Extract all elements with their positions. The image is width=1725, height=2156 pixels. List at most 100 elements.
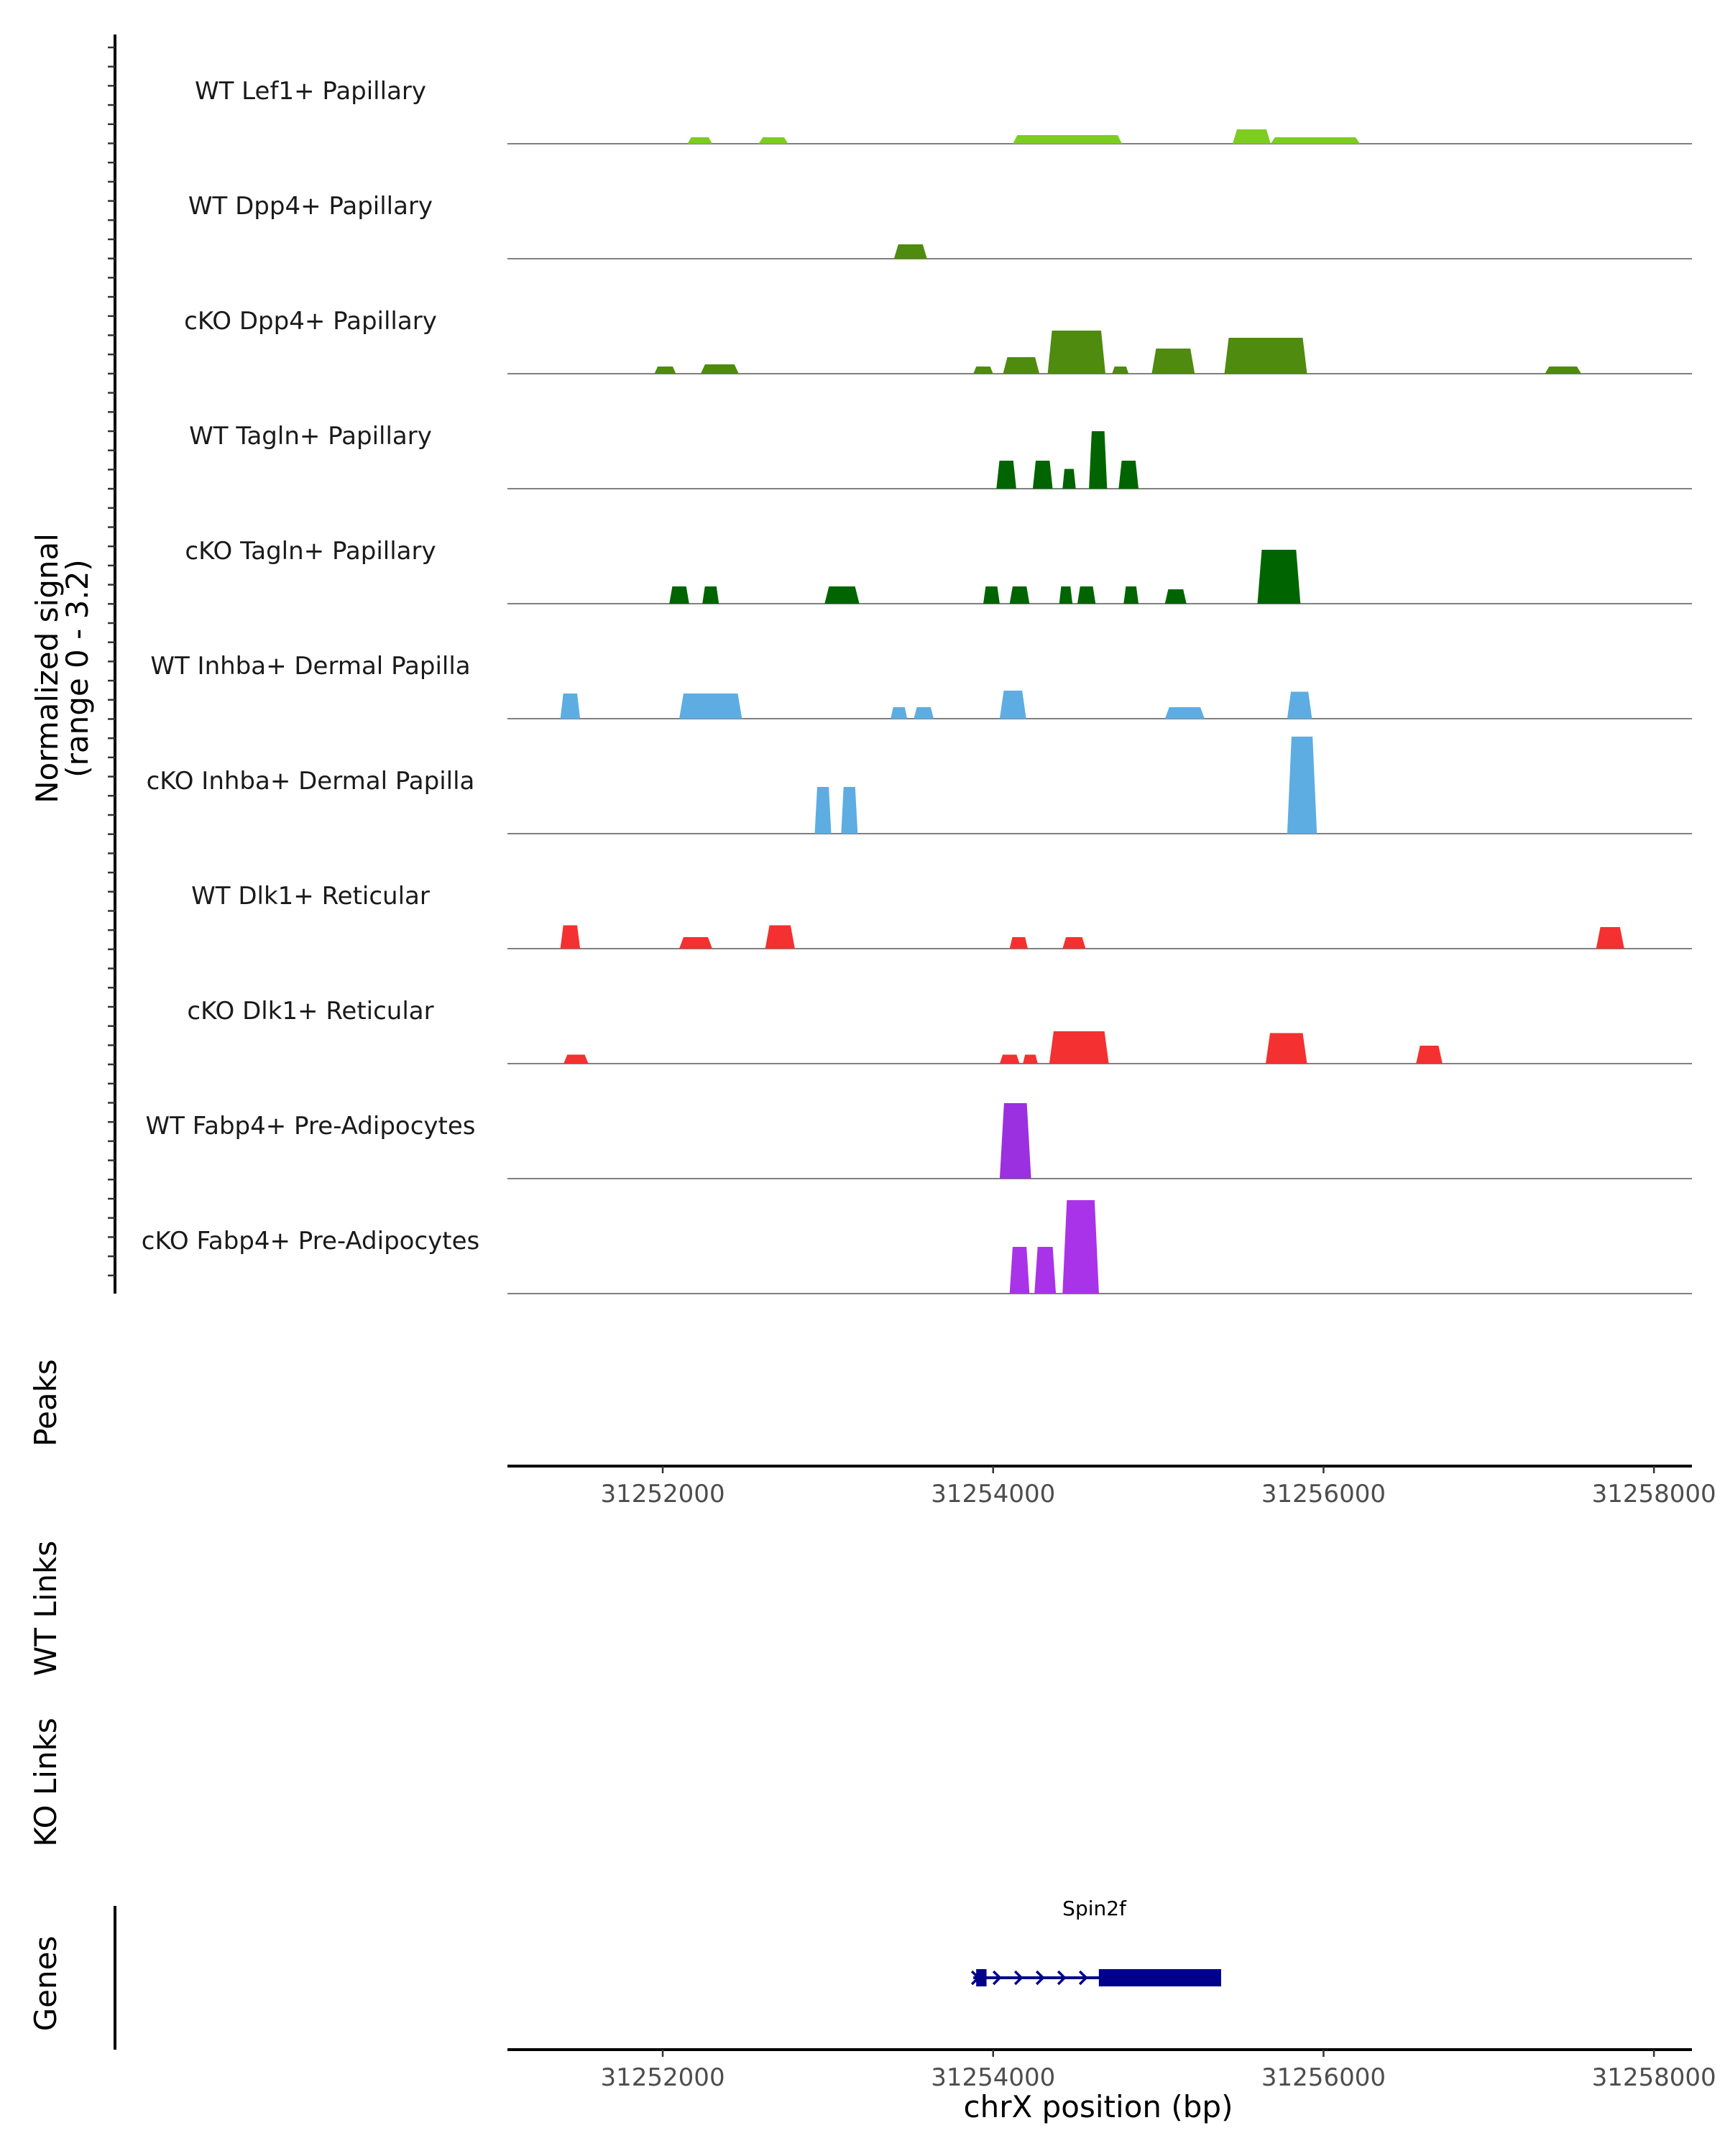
track: WT Lef1+ Papillary [195,77,1692,144]
signal-peak [1034,1247,1057,1294]
ko-links-panel-label: KO Links [28,1718,63,1847]
track: cKO Fabp4+ Pre-Adipocytes [142,1200,1692,1294]
track: WT Inhba+ Dermal Papilla [150,652,1692,719]
signal-peak [1287,691,1312,719]
track-label: cKO Inhba+ Dermal Papilla [147,767,475,796]
track: WT Dlk1+ Reticular [191,882,1692,949]
x-tick-label: 31252000 [601,2063,725,2092]
signal-peak [1545,367,1581,374]
signal-peak [973,367,993,374]
signal-peak [841,787,858,834]
signal-peak [1062,937,1086,949]
signal-peak [1049,1031,1109,1064]
signal-peak [1118,461,1138,489]
track-label: cKO Fabp4+ Pre-Adipocytes [142,1227,480,1256]
signal-peak [1013,135,1122,144]
signal-peak [1270,137,1360,144]
signal-peak [1023,1054,1038,1064]
signal-peak [1164,589,1187,604]
signal-peak [1032,461,1053,489]
x-axis-genes: 31252000 31254000 31256000 31258000 [507,2048,1716,2092]
signal-peak [758,137,788,144]
track-label: WT Inhba+ Dermal Papilla [150,652,470,681]
strand-arrow [1035,1970,1045,1986]
x-tick-label: 31254000 [931,1480,1055,1508]
strand-arrow [1057,1970,1067,1986]
track: WT Fabp4+ Pre-Adipocytes [146,1103,1692,1179]
track-label: WT Lef1+ Papillary [195,77,426,106]
signal-peak [1112,367,1129,374]
signal-peak [1089,431,1108,489]
signal-peak [893,244,927,259]
gene-track: Spin2f [114,1897,1221,2050]
signal-peak [1416,1046,1443,1064]
signal-peak [669,586,689,604]
signal-peak [999,1054,1020,1064]
signal-peak [1287,737,1317,834]
track: WT Tagln+ Papillary [189,422,1692,489]
signal-peak [1266,1033,1307,1064]
signal-peak [1224,338,1307,374]
signal-peak [1164,707,1205,719]
signal-peak [1047,331,1105,374]
signal-peak [1077,586,1096,604]
signal-peak [814,787,832,834]
x-tick-label: 31258000 [1592,1480,1716,1508]
signal-peak [564,1054,589,1064]
signal-peak [996,461,1016,489]
x-tick-label: 31256000 [1261,2063,1386,2092]
x-tick-label: 31252000 [601,1480,725,1508]
signal-peak [1003,357,1040,374]
wt-links-panel-label: WT Links [28,1541,63,1676]
signal-peak [1123,586,1138,604]
track-label: WT Fabp4+ Pre-Adipocytes [146,1112,476,1141]
signal-peak [1009,1247,1030,1294]
track-label: WT Dpp4+ Papillary [188,192,433,221]
signal-peak [891,707,908,719]
signal-peak [1151,349,1195,374]
track-label: cKO Dlk1+ Reticular [187,997,433,1026]
track: cKO Dpp4+ Papillary [184,307,1692,374]
genes-panel-label: Genes [28,1936,63,2032]
x-tick-label: 31254000 [931,2063,1055,2092]
signal-peak [1062,469,1076,489]
signal-peak [1059,586,1073,604]
signal-peak [1009,586,1030,604]
track: cKO Dlk1+ Reticular [187,997,1692,1064]
strand-arrow [992,1970,1002,1986]
signal-peak [999,1103,1031,1179]
y-axis-title: Normalized signal [29,533,65,803]
x-tick-label: 31256000 [1261,1480,1386,1508]
signal-peak [824,586,860,604]
x-axis-title: chrX position (bp) [964,2089,1233,2124]
gene-name-label: Spin2f [1062,1897,1127,1920]
gene-coding-block [1098,1969,1221,1986]
signal-y-axis [108,34,116,1294]
signal-peak [702,586,719,604]
track-label: WT Tagln+ Papillary [189,422,432,451]
strand-arrow [970,1970,980,1986]
signal-peak [679,937,712,949]
track: cKO Tagln+ Papillary [185,537,1692,604]
track: cKO Inhba+ Dermal Papilla [147,737,1692,834]
signal-peak [687,137,712,144]
signal-peak [765,925,795,949]
signal-peak [700,364,739,374]
signal-peak [679,694,742,719]
track-label: WT Dlk1+ Reticular [191,882,430,911]
y-axis-range: (range 0 - 3.2) [60,559,95,778]
signal-peak [983,586,1000,604]
signal-peak [999,691,1026,719]
track-label: cKO Dpp4+ Papillary [184,307,437,336]
strand-arrow [1013,1970,1024,1986]
peaks-panel-label: Peaks [28,1359,63,1447]
x-tick-label: 31258000 [1592,2063,1716,2092]
signal-peak [1257,550,1301,604]
signal-peak [654,367,676,374]
signal-peak [1009,937,1028,949]
strand-arrow [1078,1970,1088,1986]
signal-peak [1062,1200,1099,1294]
signal-peak [1233,129,1271,144]
track: WT Dpp4+ Papillary [188,192,1692,259]
